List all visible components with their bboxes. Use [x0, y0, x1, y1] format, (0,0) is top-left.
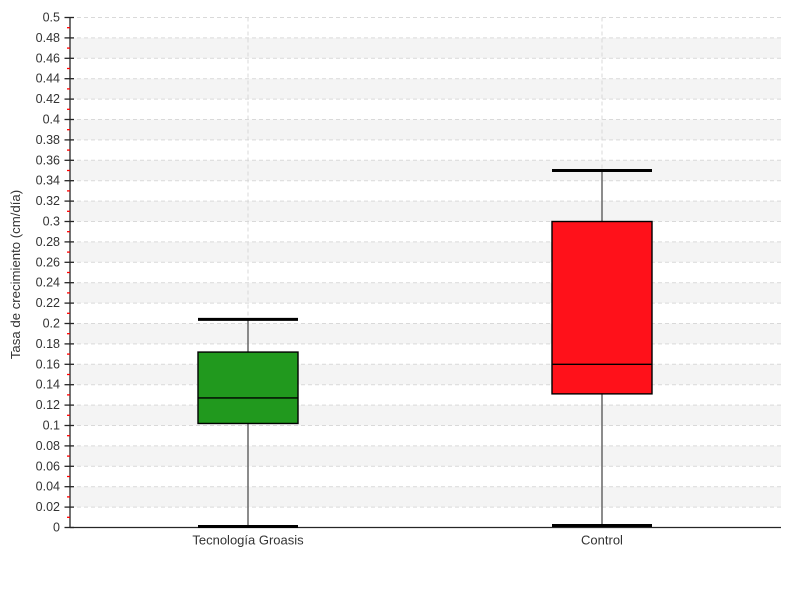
- svg-text:0.02: 0.02: [36, 500, 60, 514]
- svg-text:0.36: 0.36: [36, 153, 60, 167]
- svg-text:0.16: 0.16: [36, 357, 60, 371]
- svg-text:0.32: 0.32: [36, 194, 60, 208]
- svg-text:0.04: 0.04: [36, 480, 60, 494]
- svg-text:0.38: 0.38: [36, 133, 60, 147]
- svg-text:0.22: 0.22: [36, 296, 60, 310]
- svg-text:0.1: 0.1: [43, 419, 60, 433]
- svg-text:Tecnología Groasis: Tecnología Groasis: [192, 533, 304, 548]
- svg-text:0: 0: [53, 521, 60, 535]
- svg-text:0.46: 0.46: [36, 51, 60, 65]
- svg-text:0.24: 0.24: [36, 276, 60, 290]
- svg-text:0.28: 0.28: [36, 235, 60, 249]
- svg-text:Control: Control: [581, 533, 623, 548]
- svg-text:0.12: 0.12: [36, 398, 60, 412]
- svg-text:0.3: 0.3: [43, 215, 60, 229]
- svg-text:0.08: 0.08: [36, 439, 60, 453]
- svg-text:0.4: 0.4: [43, 113, 60, 127]
- svg-text:0.34: 0.34: [36, 174, 60, 188]
- svg-text:0.44: 0.44: [36, 72, 60, 86]
- svg-text:0.42: 0.42: [36, 92, 60, 106]
- svg-text:0.48: 0.48: [36, 31, 60, 45]
- svg-text:0.14: 0.14: [36, 378, 60, 392]
- svg-text:0.2: 0.2: [43, 317, 60, 331]
- svg-text:0.5: 0.5: [43, 11, 60, 25]
- svg-text:0.06: 0.06: [36, 459, 60, 473]
- svg-text:Tasa de crecimiento (cm/día): Tasa de crecimiento (cm/día): [8, 190, 23, 359]
- svg-text:0.18: 0.18: [36, 337, 60, 351]
- svg-text:0.26: 0.26: [36, 255, 60, 269]
